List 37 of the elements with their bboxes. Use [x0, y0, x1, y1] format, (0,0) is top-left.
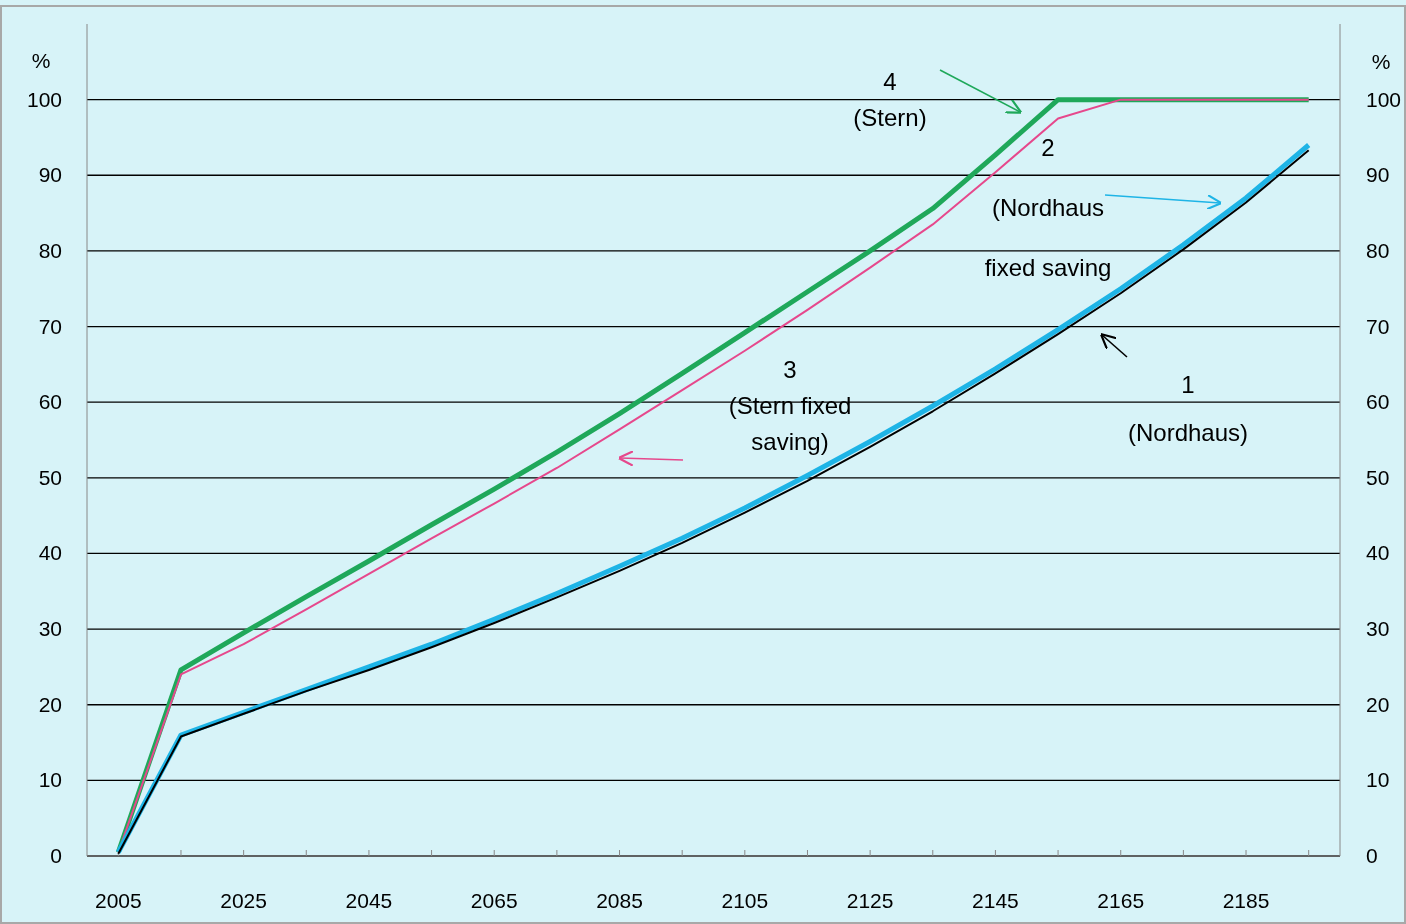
y-tick-label: 10	[38, 768, 62, 792]
y2-tick-label: 100	[1366, 87, 1402, 111]
y2-tick-label: 90	[1366, 163, 1390, 187]
y2-tick-label: 0	[1366, 844, 1378, 867]
y-tick-label: 40	[38, 541, 62, 565]
annotation: 4 (Stern)	[853, 68, 927, 131]
y2-tick-label: 40	[1366, 541, 1390, 565]
x-tick-label: 2145	[972, 889, 1019, 912]
y2-tick-label: 20	[1366, 692, 1390, 716]
y2-tick-label: 30	[1366, 617, 1390, 641]
y-tick-label: 60	[38, 390, 62, 414]
y-tick-label: 70	[38, 314, 62, 338]
x-tick-label: 2085	[596, 889, 643, 912]
y2-tick-label: 80	[1366, 238, 1390, 262]
y-tick-label: 0	[50, 844, 62, 867]
y2-tick-label: 70	[1366, 314, 1390, 338]
x-tick-label: 2165	[1097, 889, 1145, 912]
y-tick-label: 50	[38, 465, 62, 489]
x-tick-label: 2025	[220, 889, 267, 912]
x-tick-label: 2065	[470, 889, 518, 912]
y2-axis-title: %	[1371, 50, 1391, 73]
y2-tick-label: 60	[1366, 390, 1390, 414]
x-tick-label: 2125	[846, 889, 894, 912]
x-tick-label: 2185	[1222, 889, 1270, 912]
y-tick-label: 80	[38, 238, 62, 262]
x-tick-label: 2005	[94, 889, 142, 912]
annotation: 1 (Nordhaus)	[1127, 371, 1249, 446]
x-tick-label: 2045	[345, 889, 393, 912]
y-tick-label: 90	[38, 163, 62, 187]
y-axis-title: %	[31, 49, 51, 72]
y-tick-label: 100	[26, 87, 62, 111]
y2-tick-label: 10	[1366, 768, 1390, 792]
y-tick-label: 20	[38, 692, 62, 716]
x-tick-label: 2105	[721, 889, 769, 912]
y2-tick-label: 50	[1366, 465, 1390, 489]
y-tick-label: 30	[38, 617, 62, 641]
text: 2 (Nordhaus fixed saving	[984, 134, 1112, 281]
